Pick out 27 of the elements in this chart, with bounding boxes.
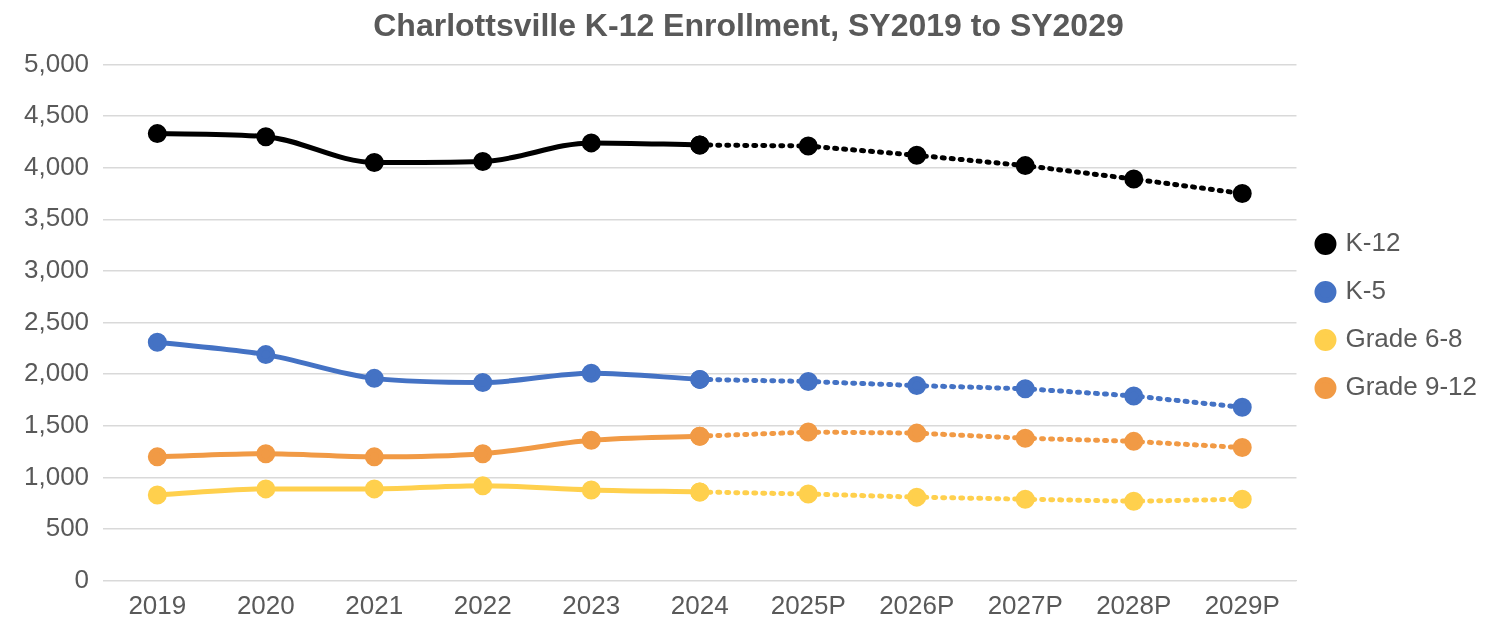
- y-tick-label: 1,000: [23, 460, 90, 491]
- legend-label: K-5: [1345, 275, 1386, 306]
- x-tick-label: 2019: [128, 589, 187, 620]
- y-tick-label: 1,500: [23, 409, 90, 440]
- x-tick-label: 2021: [345, 589, 404, 620]
- y-tick-label: 500: [45, 512, 90, 543]
- chart-title: Charlottsville K-12 Enrollment, SY2019 to SY2029: [373, 7, 1124, 44]
- y-tick-label: 5,000: [23, 47, 90, 78]
- x-tick-label: 2022: [453, 589, 512, 620]
- y-tick-label: 4,500: [23, 99, 90, 130]
- x-tick-label: 2024: [670, 589, 729, 620]
- y-tick-label: 0: [74, 563, 90, 594]
- x-tick-label: 2023: [562, 589, 621, 620]
- legend-label: Grade 9-12: [1345, 371, 1478, 402]
- x-tick-label: 2026P: [879, 589, 955, 620]
- y-tick-label: 3,500: [23, 202, 90, 233]
- y-tick-label: 4,000: [23, 150, 90, 181]
- x-tick-label: 2027P: [987, 589, 1063, 620]
- legend-label: Grade 6-8: [1345, 323, 1463, 354]
- x-tick-label: 2025P: [770, 589, 846, 620]
- legend-label: K-12: [1345, 227, 1401, 258]
- x-tick-label: 2020: [236, 589, 295, 620]
- y-tick-label: 2,000: [23, 357, 90, 388]
- x-tick-label: 2029P: [1204, 589, 1280, 620]
- y-tick-label: 2,500: [23, 305, 90, 336]
- y-tick-label: 3,000: [23, 254, 90, 285]
- x-tick-label: 2028P: [1096, 589, 1172, 620]
